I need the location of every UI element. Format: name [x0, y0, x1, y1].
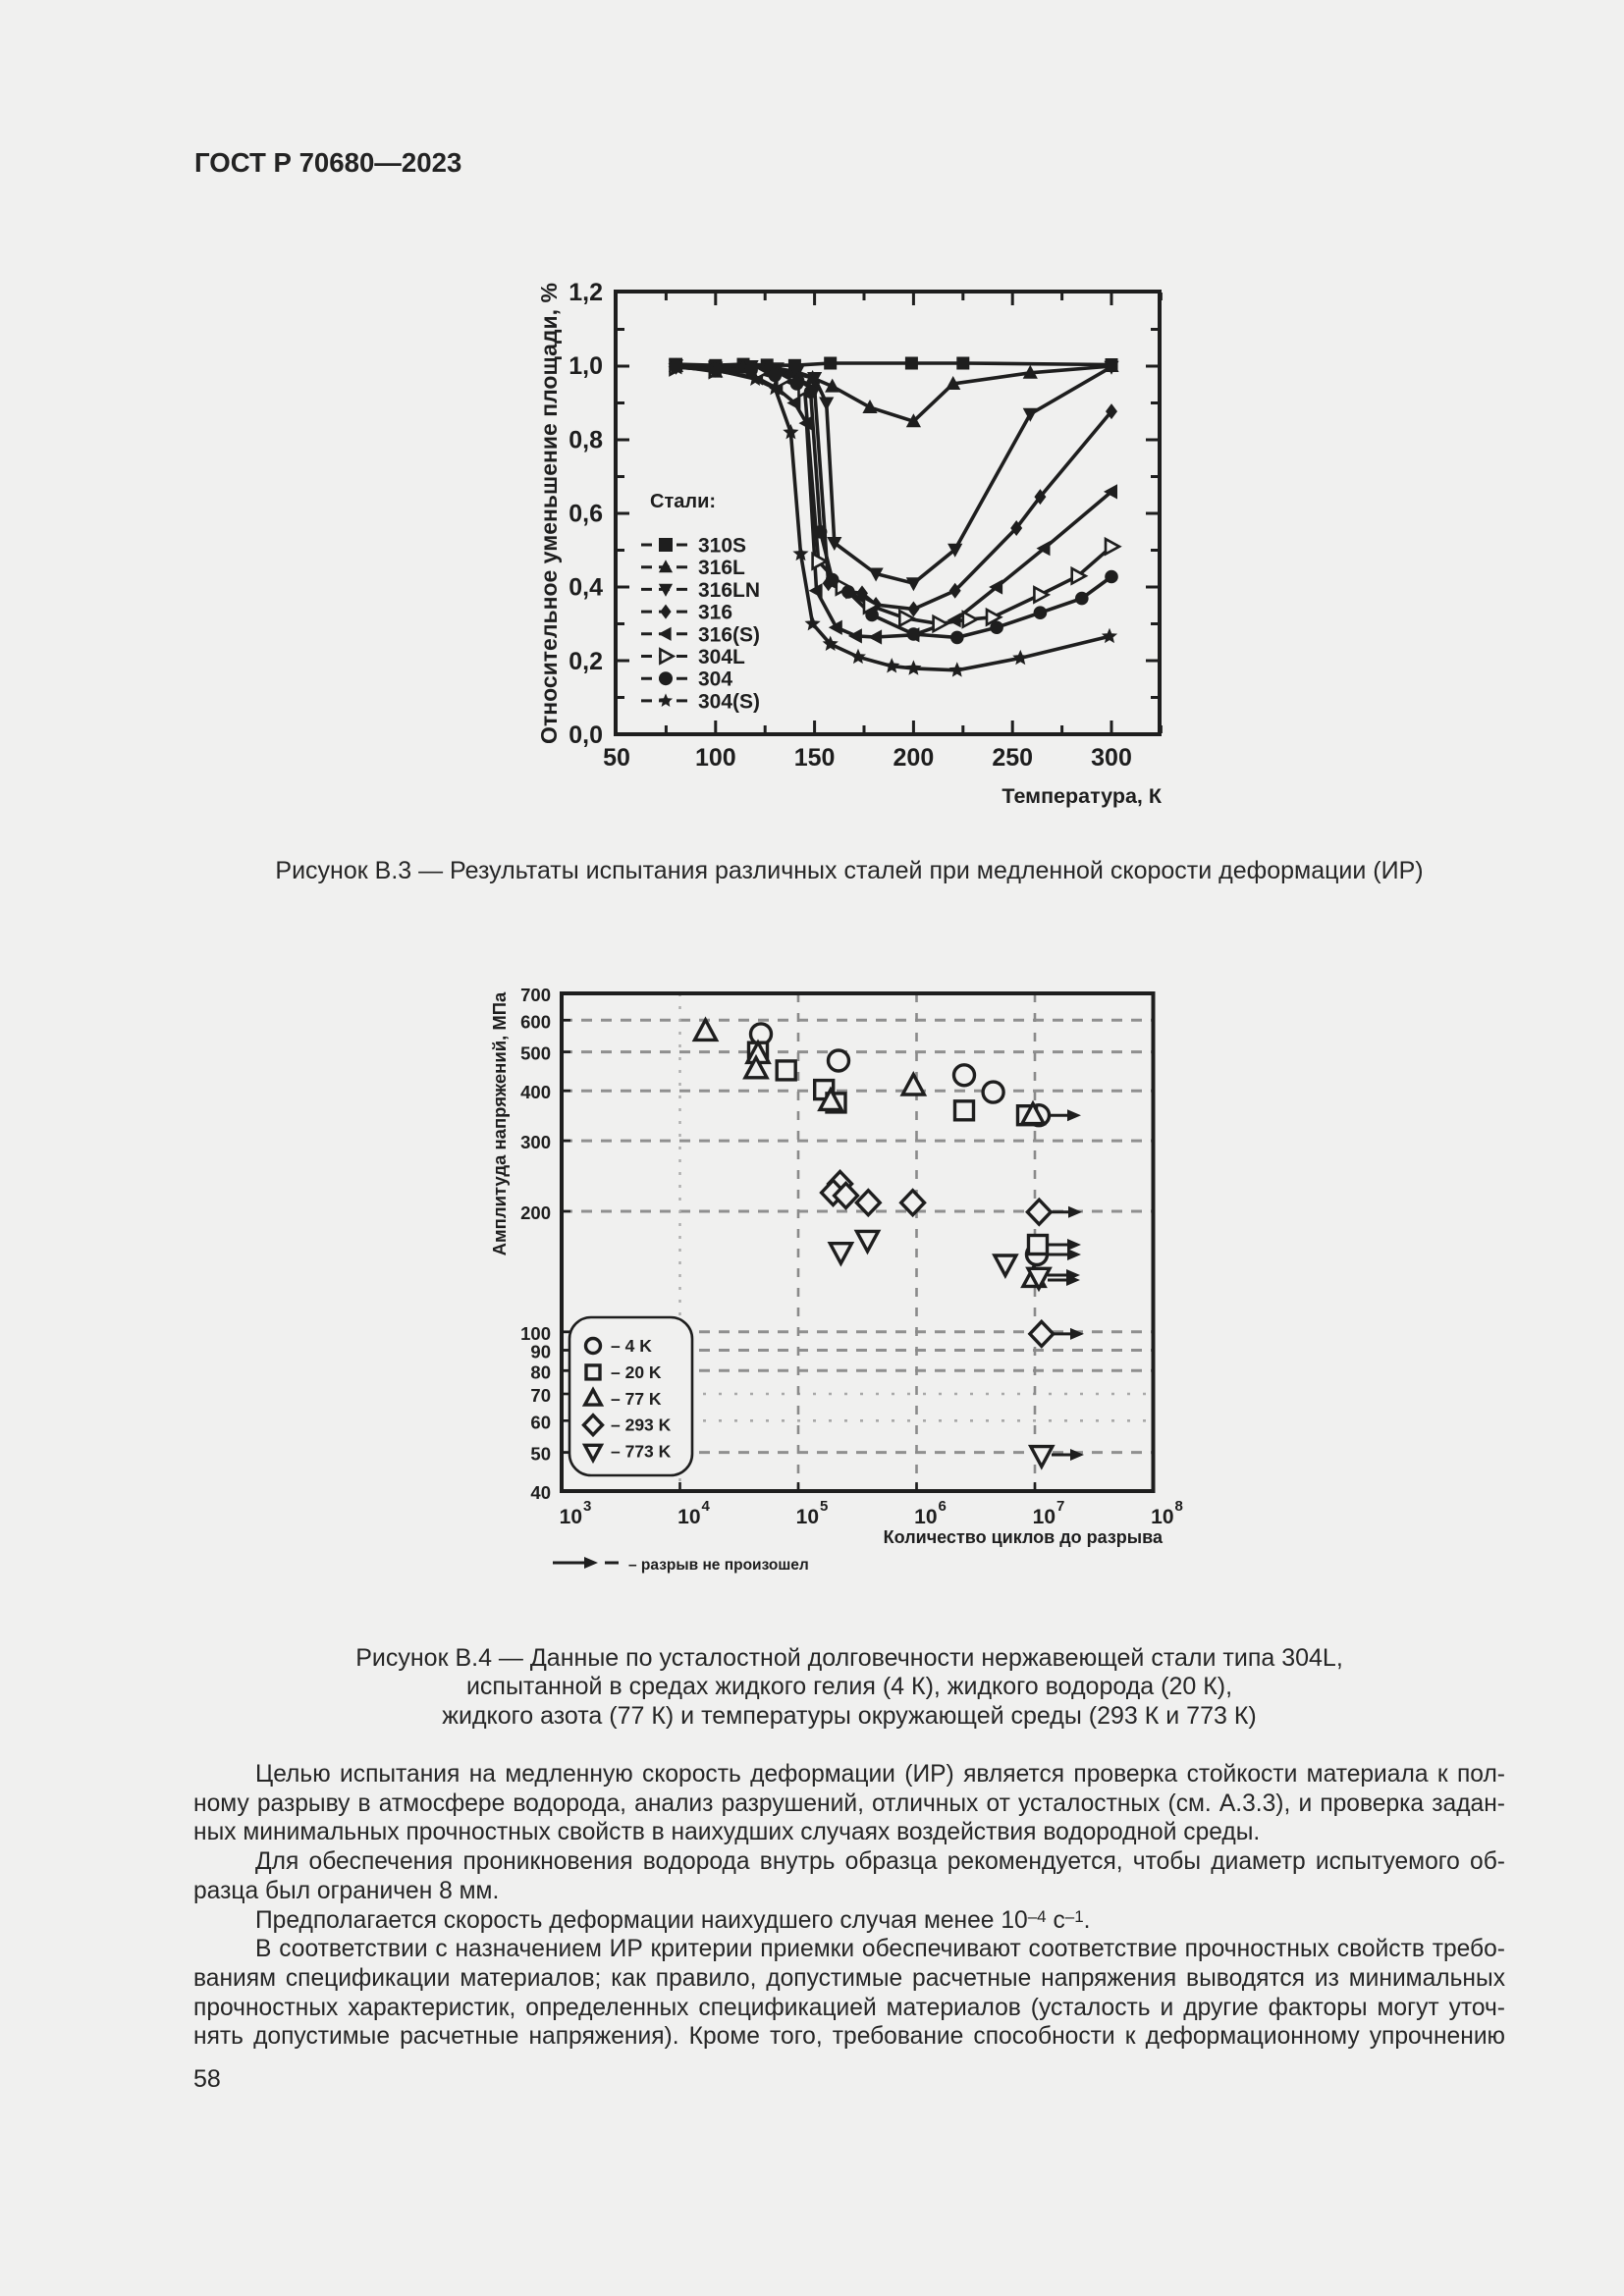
svg-text:10: 10 [914, 1506, 937, 1528]
svg-text:4: 4 [702, 1498, 711, 1515]
svg-text:10: 10 [677, 1506, 700, 1528]
svg-text:600: 600 [520, 1011, 551, 1032]
svg-text:500: 500 [520, 1043, 551, 1064]
svg-text:10: 10 [1033, 1506, 1056, 1528]
svg-text:300: 300 [1091, 744, 1132, 772]
svg-text:0,6: 0,6 [568, 501, 603, 528]
svg-text:316: 316 [698, 602, 732, 624]
svg-text:40: 40 [530, 1482, 551, 1503]
svg-text:Относительное уменьшение площа: Относительное уменьшение площади, % [536, 283, 562, 744]
svg-text:80: 80 [530, 1362, 551, 1382]
svg-text:316L: 316L [698, 557, 745, 579]
svg-text:200: 200 [893, 744, 935, 772]
svg-text:Стали:: Стали: [650, 491, 716, 512]
svg-text:1,2: 1,2 [568, 279, 603, 306]
svg-text:150: 150 [794, 744, 836, 772]
svg-text:200: 200 [520, 1202, 551, 1223]
svg-text:– 77 K: – 77 K [611, 1389, 662, 1409]
svg-text:100: 100 [520, 1323, 551, 1344]
svg-text:10: 10 [1151, 1506, 1173, 1528]
svg-text:– разрыв не произошел: – разрыв не произошел [628, 1557, 809, 1574]
svg-text:– 20 K: – 20 K [611, 1362, 662, 1382]
svg-text:316(S): 316(S) [698, 623, 760, 646]
svg-text:Температура, К: Температура, К [1001, 784, 1162, 808]
svg-text:0,8: 0,8 [568, 426, 603, 454]
svg-text:10: 10 [560, 1506, 582, 1528]
svg-text:70: 70 [530, 1385, 551, 1406]
svg-text:5: 5 [820, 1498, 828, 1515]
svg-text:304L: 304L [698, 646, 745, 668]
svg-text:60: 60 [530, 1412, 551, 1432]
svg-text:304: 304 [698, 668, 732, 691]
svg-text:100: 100 [695, 744, 736, 772]
svg-text:– 4 K: – 4 K [611, 1336, 652, 1356]
svg-text:250: 250 [992, 744, 1033, 772]
svg-text:– 773 K: – 773 K [611, 1442, 672, 1462]
svg-text:3: 3 [583, 1498, 591, 1515]
svg-text:Амплитуда напряжений, МПа: Амплитуда напряжений, МПа [489, 991, 510, 1255]
svg-text:8: 8 [1175, 1498, 1183, 1515]
svg-text:Количество циклов до разрыва: Количество циклов до разрыва [884, 1527, 1164, 1547]
svg-text:10: 10 [796, 1506, 819, 1528]
svg-text:50: 50 [603, 744, 630, 772]
svg-text:400: 400 [520, 1082, 551, 1102]
svg-text:304(S): 304(S) [698, 690, 760, 713]
svg-text:300: 300 [520, 1132, 551, 1152]
svg-text:6: 6 [939, 1498, 947, 1515]
svg-text:316LN: 316LN [698, 579, 760, 602]
svg-text:90: 90 [530, 1342, 551, 1362]
svg-text:0,2: 0,2 [568, 648, 603, 675]
svg-text:0,0: 0,0 [568, 721, 603, 749]
svg-text:7: 7 [1056, 1498, 1064, 1515]
svg-text:310S: 310S [698, 535, 746, 558]
svg-text:1,0: 1,0 [568, 352, 603, 380]
svg-text:50: 50 [530, 1444, 551, 1465]
svg-text:0,4: 0,4 [568, 574, 603, 602]
svg-text:700: 700 [520, 985, 551, 1005]
svg-text:– 293 K: – 293 K [611, 1415, 672, 1435]
